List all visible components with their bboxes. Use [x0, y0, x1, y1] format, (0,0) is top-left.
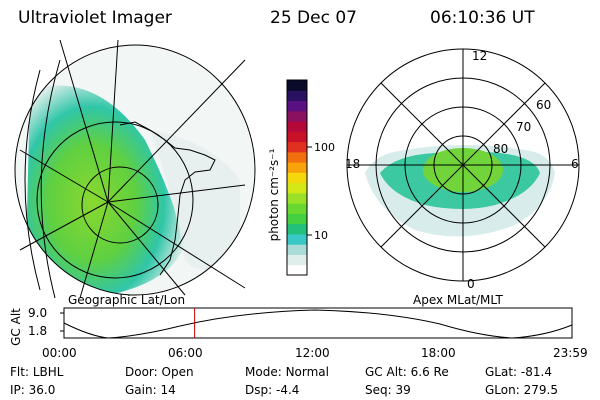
- meridian-line: [107, 184, 246, 203]
- param-key: Seq:: [365, 383, 392, 397]
- param-glon: GLon: 279.5: [485, 383, 558, 397]
- param-key: Dsp:: [245, 383, 273, 397]
- param-key: Mode:: [245, 365, 282, 379]
- colorbar-swatch: [287, 233, 307, 245]
- meridian-line: [19, 149, 109, 203]
- param-value: 14: [160, 383, 176, 397]
- colorbar-tick-label-100: 100: [314, 141, 335, 154]
- colorbar-swatch: [287, 172, 307, 184]
- param-value: Open: [161, 365, 194, 379]
- colorbar-tick-label-10: 10: [314, 229, 328, 242]
- mlt-label-18: 18: [345, 157, 360, 171]
- faint-emission: [150, 130, 240, 270]
- param-value: LBHL: [32, 365, 64, 379]
- alt-xtick-2359: 23:59: [553, 346, 588, 360]
- mlt-label-0: 0: [467, 277, 475, 291]
- alt-xtick-1800: 18:00: [421, 346, 456, 360]
- mag-panel-label: Apex MLat/MLT: [413, 293, 503, 307]
- param-key: GLat:: [485, 365, 518, 379]
- colorbar-unit-label: photon cm⁻²s⁻¹: [267, 148, 281, 241]
- param-dsp: Dsp: -4.4: [245, 383, 299, 397]
- meridian-line: [107, 59, 246, 203]
- param-value: -81.4: [520, 365, 552, 379]
- meridian-line: [19, 201, 109, 251]
- param-gain: Gain: 14: [125, 383, 176, 397]
- param-key: Flt:: [10, 365, 29, 379]
- lat-arc: [24, 69, 41, 291]
- param-seq: Seq: 39: [365, 383, 411, 397]
- colorbar-swatch: [287, 203, 307, 214]
- lat-circle-outer: [14, 44, 256, 296]
- alt-ytick-high: 9.0: [28, 306, 47, 320]
- colorbar-frame: [286, 79, 308, 276]
- param-value: 6.6 Re: [410, 365, 449, 379]
- colorbar-swatch: [287, 162, 307, 173]
- colorbar-swatch: [287, 223, 307, 235]
- colorbar-swatch: [287, 151, 307, 163]
- param-value: 39: [395, 383, 411, 397]
- param-key: Door:: [125, 365, 158, 379]
- meridian-line: [59, 39, 109, 203]
- colorbar: photon cm⁻²s⁻¹ 100 10: [267, 79, 335, 276]
- param-value: Normal: [285, 365, 329, 379]
- param-value: 36.0: [28, 383, 56, 397]
- colorbar-swatch: [287, 264, 307, 276]
- meridian-line: [79, 201, 109, 299]
- alt-xtick-0600: 06:00: [168, 346, 203, 360]
- param-door: Door: Open: [125, 365, 194, 379]
- colorbar-swatch: [287, 254, 307, 266]
- param-key: Gain:: [125, 383, 157, 397]
- mlat-label-80: 80: [493, 142, 508, 156]
- colorbar-gradient: [287, 80, 307, 276]
- altitude-curve: [63, 309, 573, 339]
- param-key: IP:: [10, 383, 25, 397]
- colorbar-swatch: [287, 192, 307, 204]
- mlt-label-6: 6: [571, 157, 579, 171]
- meridian-line: [107, 201, 186, 296]
- mlat-label-60: 60: [536, 98, 551, 112]
- alt-ytick-low: 1.8: [28, 324, 47, 338]
- alt-plot-ylabel: GC Alt: [9, 308, 23, 346]
- param-value: 279.5: [523, 383, 558, 397]
- date-label: 25 Dec 07: [270, 8, 357, 28]
- colorbar-swatch: [287, 100, 307, 112]
- lat-arc: [40, 59, 61, 299]
- param-value: -4.4: [275, 383, 300, 397]
- meridian-line: [107, 201, 246, 289]
- colorbar-swatch: [287, 121, 307, 132]
- lat-circle-inner: [81, 166, 159, 244]
- colorbar-swatch: [287, 80, 307, 91]
- lat-circle-mid: [36, 121, 194, 279]
- colorbar-swatch: [287, 182, 307, 194]
- magnetic-image-panel: 12 18 6 0 60 70 80: [345, 48, 580, 291]
- mlt-label-12: 12: [472, 49, 487, 63]
- geo-panel-label: Geographic Lat/Lon: [68, 293, 186, 307]
- colorbar-swatch: [287, 213, 307, 225]
- time-label: 06:10:36 UT: [430, 8, 535, 28]
- colorbar-swatch: [287, 110, 307, 122]
- alt-xtick-0000: 00:00: [42, 346, 77, 360]
- colorbar-swatch: [287, 244, 307, 255]
- mlat-label-70: 70: [516, 120, 531, 134]
- colorbar-swatch: [287, 131, 307, 143]
- param-key: GC Alt:: [365, 365, 407, 379]
- app-title: Ultraviolet Imager: [18, 8, 172, 28]
- alt-plot-frame: [63, 307, 573, 339]
- altitude-plot: GC Alt 9.0 1.8 00:00 06:00 12:00 18:00 2…: [9, 306, 588, 360]
- param-ip: IP: 36.0: [10, 383, 55, 397]
- geographic-image-panel: [14, 39, 256, 299]
- alt-xtick-1200: 12:00: [295, 346, 330, 360]
- param-gc-alt: GC Alt: 6.6 Re: [365, 365, 449, 379]
- mlt-meridian: [380, 82, 546, 248]
- param-mode: Mode: Normal: [245, 365, 329, 379]
- meridian-line: [107, 39, 119, 203]
- param-key: GLon:: [485, 383, 520, 397]
- colorbar-swatch: [287, 90, 307, 102]
- colorbar-swatch: [287, 141, 307, 153]
- param-flt: Flt: LBHL: [10, 365, 63, 379]
- param-glat: GLat: -81.4: [485, 365, 552, 379]
